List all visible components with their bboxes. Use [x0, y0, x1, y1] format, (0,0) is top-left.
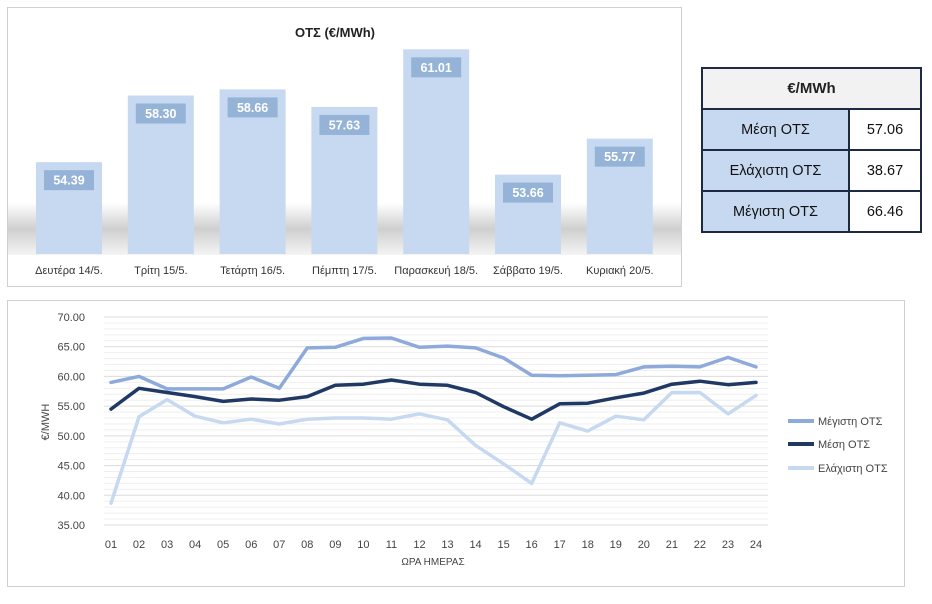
stats-table: €/MWh Μέση ΟΤΣ 57.06 Ελάχιστη ΟΤΣ 38.67 … [701, 67, 922, 233]
x-tick-label: 06 [245, 539, 257, 551]
y-tick-label: 35.00 [57, 520, 85, 532]
x-tick-label: 20 [638, 539, 650, 551]
bar-category-label-7: Κυριακή 20/5. [586, 265, 654, 277]
series-line-3 [109, 390, 758, 505]
line-chart-canvas: 35.00 40.00 45.00 50.00 55.00 60.00 65.00 70.00… [40, 312, 888, 568]
bar-category-label-6: Σάββατο 19/5. [493, 265, 563, 277]
x-tick-label: 23 [722, 539, 734, 551]
stats-value-max: 66.46 [848, 190, 922, 233]
bar-value-label-2: 58.30 [145, 107, 176, 121]
bar-category-label-3: Τετάρτη 16/5. [220, 265, 285, 277]
daily-average-bar-chart: ΟΤΣ (€/MWh) 54.39 Δευτέρα 14/5. 58.30 Τρίτη… [7, 7, 682, 287]
series-line-1 [109, 336, 758, 391]
stats-header-row: €/MWh [701, 67, 922, 110]
x-tick-label: 14 [469, 539, 481, 551]
stats-value-mean: 57.06 [848, 108, 922, 151]
x-tick-label: 10 [357, 539, 369, 551]
stats-label-max: Μέγιστη ΟΤΣ [701, 190, 850, 233]
line-chart-xlabel: ΩΡΑ ΗΜΕΡΑΣ [401, 557, 464, 568]
x-tick-label: 05 [217, 539, 229, 551]
y-tick-label: 65.00 [57, 342, 85, 354]
x-tick-label: 08 [301, 539, 313, 551]
bar-value-label-6: 53.66 [512, 186, 543, 200]
x-tick-label: 15 [497, 539, 509, 551]
hourly-line-chart: 35.00 40.00 45.00 50.00 55.00 60.00 65.00 70.00… [7, 300, 905, 587]
bar-chart-canvas: ΟΤΣ (€/MWh) 54.39 Δευτέρα 14/5. 58.30 Τρίτη… [8, 20, 681, 277]
bar-label-bg-6 [503, 182, 553, 203]
x-tick-label: 17 [554, 539, 566, 551]
x-tick-label: 03 [161, 539, 173, 551]
x-tick-label: 11 [386, 539, 397, 551]
x-tick-label: 13 [441, 539, 453, 551]
bar-value-label-3: 58.66 [237, 101, 268, 115]
x-tick-label: 09 [329, 539, 341, 551]
stats-row-max: Μέγιστη ΟΤΣ 66.46 [701, 190, 922, 233]
bar-label-bg-5 [411, 57, 462, 78]
x-tick-label: 21 [666, 539, 678, 551]
bar-label-bg-4 [319, 114, 370, 135]
bar-label-bg-1 [44, 170, 94, 191]
bar-label-bg-3 [227, 97, 278, 118]
bar-category-label-5: Παρασκευή 18/5. [394, 265, 478, 277]
x-tick-label: 04 [189, 539, 201, 551]
bar-value-label-4: 57.63 [329, 118, 360, 132]
stats-row-mean: Μέση ΟΤΣ 57.06 [701, 108, 922, 151]
stats-label-mean: Μέση ΟΤΣ [701, 108, 850, 151]
y-tick-label: 45.00 [57, 461, 85, 473]
bar-label-bg-2 [135, 103, 186, 124]
legend-label-1: Μέγιστη ΟΤΣ [818, 416, 883, 428]
stats-row-min: Ελάχιστη ΟΤΣ 38.67 [701, 149, 922, 192]
line-chart-ylabel: €/MWH [40, 404, 52, 441]
x-tick-label: 12 [413, 539, 425, 551]
x-tick-label: 24 [750, 539, 762, 551]
y-tick-label: 50.00 [57, 431, 85, 443]
y-tick-label: 40.00 [57, 490, 85, 502]
bar-chart-title-bg [279, 20, 391, 44]
bar-label-bg-7 [594, 146, 645, 167]
bar-value-label-5: 61.01 [421, 61, 452, 75]
x-tick-label: 19 [610, 539, 622, 551]
legend-label-2: Μέση ΟΤΣ [818, 439, 870, 451]
stats-value-min: 38.67 [848, 149, 922, 192]
x-tick-label: 18 [582, 539, 594, 551]
stats-label-min: Ελάχιστη ΟΤΣ [701, 149, 850, 192]
y-tick-label: 60.00 [57, 371, 85, 383]
x-tick-label: 22 [694, 539, 706, 551]
bar-chart-title: ΟΤΣ (€/MWh) [295, 25, 375, 40]
bar-5 [403, 49, 470, 254]
bar-value-label-1: 54.39 [53, 174, 84, 188]
bar-category-label-2: Τρίτη 15/5. [134, 265, 187, 277]
bar-category-label-4: Πέμπτη 17/5. [312, 265, 377, 277]
bar-value-label-7: 55.77 [604, 150, 635, 164]
series-line-2 [109, 378, 758, 421]
y-tick-label: 55.00 [57, 401, 85, 413]
legend-label-3: Ελάχιστη ΟΤΣ [818, 463, 888, 475]
x-tick-label: 07 [273, 539, 285, 551]
x-tick-label: 16 [526, 539, 538, 551]
y-tick-label: 70.00 [57, 312, 85, 324]
x-tick-label: 01 [105, 539, 117, 551]
x-tick-label: 02 [133, 539, 145, 551]
stats-header: €/MWh [701, 67, 922, 110]
bar-category-label-1: Δευτέρα 14/5. [35, 265, 103, 277]
